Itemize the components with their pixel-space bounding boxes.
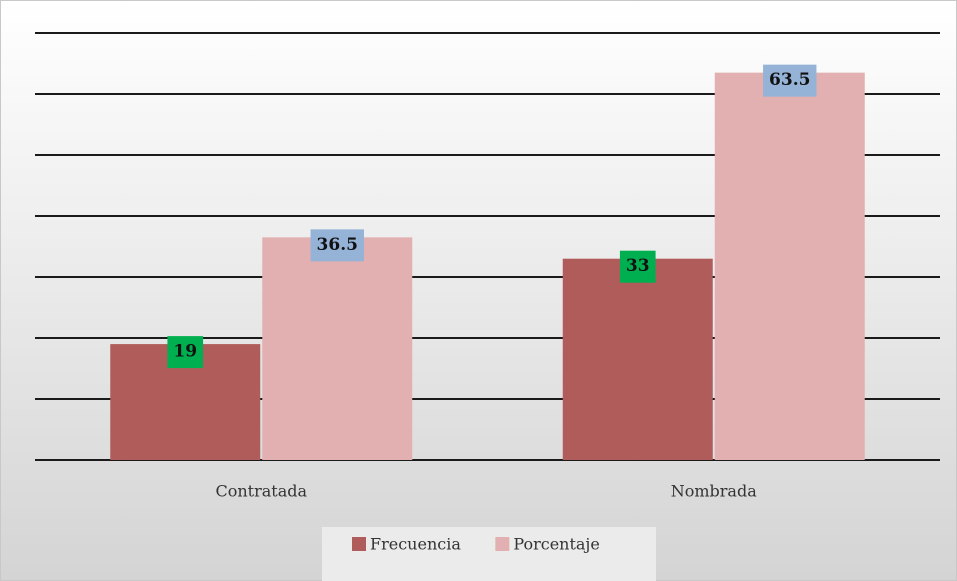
bar [262, 237, 413, 460]
legend-swatch [352, 537, 366, 551]
data-label-box [167, 336, 204, 369]
legend-swatch [495, 537, 510, 551]
x-tick-label: Nombrada [671, 482, 757, 501]
legend-label: Frecuencia [370, 535, 461, 554]
data-label: 33 [626, 256, 650, 276]
data-label-box [763, 64, 817, 97]
data-label: 36.5 [317, 235, 358, 255]
bar [562, 258, 713, 460]
data-label-box [619, 250, 656, 283]
legend-box [322, 527, 656, 581]
x-tick-label: Contratada [215, 482, 307, 501]
legend-label: Porcentaje [513, 535, 600, 554]
data-label: 19 [173, 342, 197, 362]
data-label-box [310, 229, 364, 262]
data-label: 63.5 [769, 70, 810, 90]
bar [714, 72, 865, 461]
